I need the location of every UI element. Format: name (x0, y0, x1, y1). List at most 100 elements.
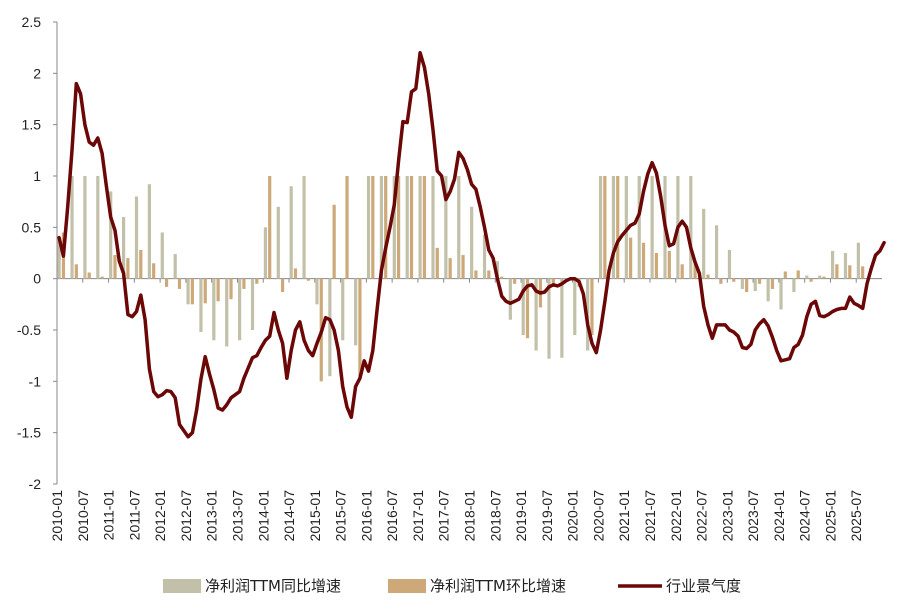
x-tick-label: 2017-07 (436, 490, 452, 542)
yoy-bar (70, 176, 74, 279)
yoy-bar (624, 176, 628, 279)
yoy-bar (856, 242, 860, 279)
mom-bar (719, 278, 723, 284)
mom-bar (435, 247, 439, 279)
mom-bar (745, 278, 749, 293)
mom-bar (422, 176, 426, 279)
yoy-bar (611, 176, 616, 279)
y-tick-label: 0 (33, 271, 41, 287)
mom-bar (603, 176, 607, 279)
yoy-bar (418, 176, 422, 279)
mom-bar (551, 278, 555, 284)
yoy-bar (650, 176, 654, 279)
mom-bar (513, 278, 517, 284)
yoy-bar (727, 249, 732, 279)
x-tick-label: 2013-07 (229, 490, 245, 542)
yoy-bar (392, 176, 396, 279)
yoy-bars (57, 176, 860, 377)
y-tick-label: -2 (29, 476, 42, 492)
mom-bar (732, 278, 736, 282)
mom-bar (822, 276, 826, 279)
x-tick-labels: 2010-01 2010-07 2011-01 2011-07 2012-01 2012-… (49, 490, 864, 542)
yoy-bar (830, 250, 835, 279)
x-tick-label: 2018-01 (462, 490, 478, 542)
yoy-bar (508, 278, 512, 320)
mom-bar (345, 176, 349, 279)
mom-bar (280, 278, 285, 293)
yoy-bar (328, 278, 332, 377)
yoy-bar (470, 206, 474, 279)
x-tick-label: 2021-01 (616, 490, 632, 542)
mom-bar (293, 268, 298, 279)
x-tick-label: 2020-07 (590, 490, 606, 542)
x-tick-label: 2020-01 (565, 490, 581, 542)
yoy-bar (238, 278, 242, 341)
yoy-bar (315, 278, 319, 305)
mom-bar (332, 204, 336, 279)
yoy-bar (186, 278, 190, 305)
yoy-bar (122, 217, 126, 279)
mom-bar (757, 278, 762, 284)
y-tick-label: 1.5 (22, 117, 42, 133)
yoy-bar (160, 232, 164, 279)
yoy-bar (843, 253, 848, 279)
yoy-bar (792, 278, 796, 293)
x-tick-label: 2025-01 (822, 490, 838, 542)
mom-bar (487, 270, 491, 279)
yoy-bar (405, 176, 409, 279)
yoy-bar (199, 278, 203, 333)
mom-bar (126, 258, 130, 279)
yoy-bar (134, 196, 139, 279)
mom-bar (448, 258, 452, 279)
yoy-bar (534, 278, 538, 351)
yoy-bar (573, 278, 577, 336)
mom-bar (783, 271, 787, 279)
mom-bar (693, 262, 697, 279)
y-tick-label: 0.5 (22, 219, 42, 235)
y-tick-label: 1 (33, 168, 41, 184)
x-tick-label: 2023-01 (719, 490, 735, 542)
mom-bar (461, 255, 465, 279)
x-tick-label: 2016-01 (358, 490, 374, 542)
yoy-bar (444, 176, 448, 279)
y-tick-label: 2 (33, 65, 41, 81)
yoy-bar (83, 176, 87, 279)
yoy-bar (753, 278, 757, 291)
yoy-bar (341, 278, 345, 341)
mom-bar (409, 176, 414, 279)
mom-bar (654, 253, 659, 279)
y-tick-label: -1.5 (17, 425, 41, 441)
mom-bar (139, 249, 143, 279)
y-tick-label: -1 (29, 373, 42, 389)
x-tick-label: 2011-01 (101, 490, 117, 541)
sentiment-line (57, 51, 886, 439)
mom-bar (371, 176, 375, 279)
mom-bar (229, 278, 233, 300)
x-tick-label: 2024-07 (797, 490, 813, 542)
yoy-bar (702, 208, 706, 279)
x-tick-label: 2015-01 (307, 490, 323, 542)
axis-layer (53, 21, 882, 485)
x-tick-label: 2012-01 (152, 490, 168, 542)
yoy-bar (379, 176, 384, 279)
mom-bar (177, 278, 182, 289)
yoy-bar (457, 176, 461, 279)
yoy-bar (714, 225, 719, 279)
yoy-bar (521, 278, 525, 336)
mom-bar (164, 278, 169, 287)
yoy-bar (779, 278, 783, 310)
mom-bar (306, 278, 310, 281)
x-tick-label: 2012-07 (178, 490, 194, 542)
mom-bar (255, 278, 259, 284)
mom-bar (848, 265, 852, 279)
mom-bar (629, 237, 633, 279)
y-tick-label: -0.5 (17, 322, 41, 338)
x-tick-label: 2021-07 (642, 490, 658, 542)
sentiment-line-layer (57, 51, 886, 439)
mom-bar (590, 278, 594, 336)
x-tick-label: 2018-07 (487, 490, 503, 542)
mom-bar (216, 278, 220, 302)
yoy-bar (147, 184, 151, 279)
mom-bar (474, 270, 478, 279)
x-tick-label: 2025-07 (848, 490, 864, 542)
